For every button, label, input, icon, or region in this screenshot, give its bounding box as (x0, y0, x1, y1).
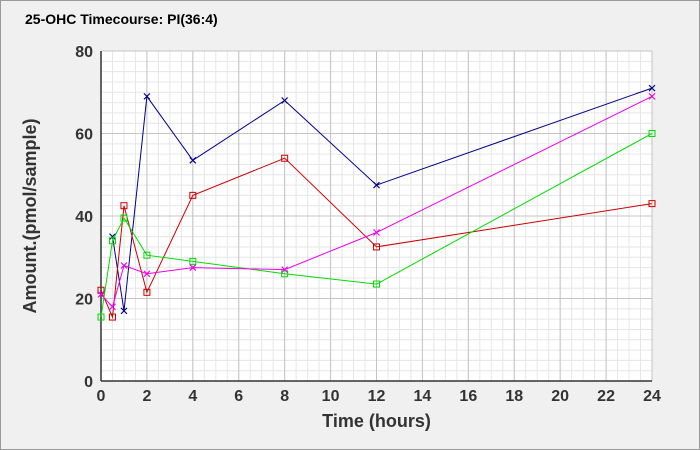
series-4 (97, 92, 656, 311)
x-tick-label: 6 (234, 388, 243, 405)
x-tick-label: 18 (505, 388, 523, 405)
data-point-x (109, 303, 116, 311)
data-point-x (143, 92, 151, 100)
y-tick-label: 80 (75, 44, 93, 61)
data-point-x (120, 307, 128, 315)
data-point-x (120, 262, 128, 269)
series-layer (97, 84, 656, 321)
x-tick-label: 0 (97, 388, 106, 405)
data-point-square (281, 270, 289, 278)
data-point-square (97, 313, 105, 321)
series-3 (97, 130, 656, 321)
data-point-x (109, 233, 116, 241)
data-point-square (143, 288, 151, 296)
x-tick-label: 16 (459, 388, 477, 405)
data-point-square (97, 286, 105, 294)
data-point-square (648, 200, 656, 208)
series-1 (109, 84, 656, 315)
x-tick-label: 20 (551, 388, 569, 405)
x-axis-title: Time (hours) (322, 411, 431, 431)
y-tick-label: 60 (75, 127, 93, 144)
x-tick-label: 8 (280, 388, 289, 405)
data-point-x (373, 229, 380, 236)
data-point-square (108, 313, 116, 321)
data-point-x (648, 84, 656, 92)
data-point-square (189, 191, 197, 199)
series-line (100, 133, 653, 318)
y-axis-title: Amount.(pmol/sample) (20, 118, 40, 313)
data-point-square (281, 154, 289, 162)
data-point-x (189, 156, 197, 164)
data-point-square (189, 257, 197, 265)
grid (100, 50, 653, 382)
data-point-x (648, 92, 656, 100)
series-line (100, 95, 653, 308)
axes (100, 51, 652, 382)
data-point-x (281, 97, 289, 104)
x-tick-label: 10 (322, 388, 340, 405)
data-point-x (143, 270, 151, 278)
y-tick-label: 20 (75, 292, 93, 309)
data-point-square (108, 237, 116, 245)
data-point-square (120, 214, 128, 222)
data-point-x (281, 266, 289, 274)
x-tick-label: 14 (414, 388, 432, 405)
chart-title: 25-OHC Timecourse: PI(36:4) (25, 11, 218, 27)
data-point-x (189, 264, 197, 271)
x-tick-label: 4 (188, 388, 197, 405)
data-point-x (373, 181, 380, 189)
x-tick-label: 22 (597, 388, 615, 405)
data-point-square (373, 243, 380, 251)
y-tick-label: 0 (84, 374, 93, 391)
x-tick-label: 2 (142, 388, 151, 405)
data-point-square (648, 130, 656, 137)
x-tick-label: 12 (368, 388, 386, 405)
data-point-x (97, 290, 105, 298)
data-point-square (120, 202, 128, 210)
data-point-square (143, 251, 151, 259)
y-tick-label: 40 (75, 209, 93, 226)
x-tick-label: 24 (643, 388, 661, 405)
data-point-square (373, 280, 380, 288)
